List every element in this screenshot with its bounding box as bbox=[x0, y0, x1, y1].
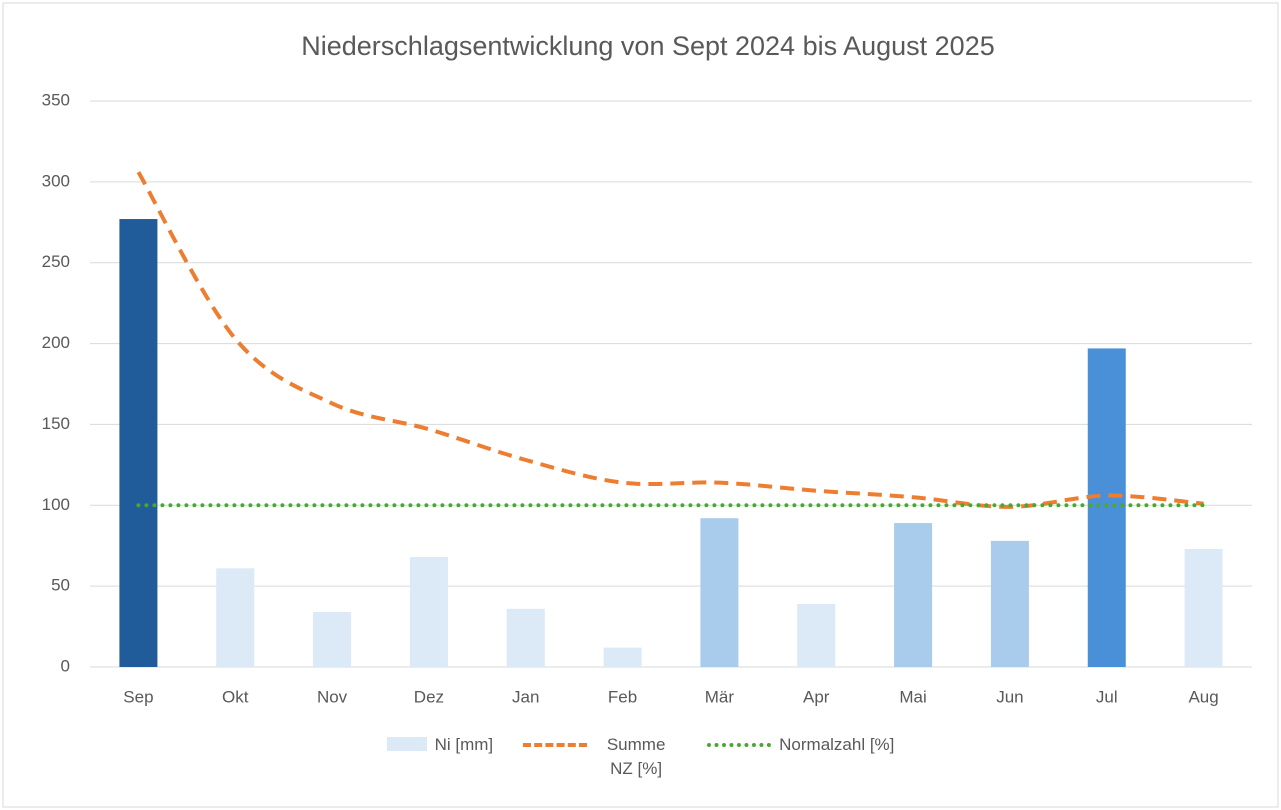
legend-swatch bbox=[707, 743, 772, 747]
bar bbox=[506, 608, 545, 667]
legend-label: Summe NZ [%] bbox=[606, 735, 666, 778]
x-tick-label: Okt bbox=[222, 687, 249, 706]
bar bbox=[700, 518, 739, 667]
bar bbox=[216, 568, 255, 667]
y-tick-label: 300 bbox=[42, 171, 70, 190]
legend-swatch bbox=[523, 743, 588, 747]
bar bbox=[313, 612, 352, 667]
legend-item: Normalzahl [%] bbox=[707, 733, 894, 781]
y-tick-label: 0 bbox=[61, 656, 70, 675]
bar bbox=[603, 647, 642, 667]
x-tick-label: Jan bbox=[512, 687, 539, 706]
legend-swatch bbox=[386, 737, 427, 751]
legend-label: Ni [mm] bbox=[434, 735, 494, 754]
bar bbox=[119, 219, 158, 667]
bar bbox=[990, 540, 1029, 667]
legend: Ni [mm] Summe NZ [%] Normalzahl [%] bbox=[0, 733, 1281, 781]
legend-item: Summe NZ [%] bbox=[523, 733, 677, 781]
y-tick-label: 150 bbox=[42, 414, 70, 433]
x-tick-label: Nov bbox=[317, 687, 348, 706]
y-tick-label: 50 bbox=[51, 576, 70, 595]
y-tick-label: 200 bbox=[42, 333, 70, 352]
bar bbox=[1087, 348, 1126, 667]
bar bbox=[409, 557, 448, 667]
x-tick-label: Mai bbox=[899, 687, 926, 706]
bar bbox=[894, 523, 933, 667]
bar bbox=[797, 603, 836, 667]
x-tick-label: Jun bbox=[996, 687, 1023, 706]
x-tick-label: Sep bbox=[123, 687, 153, 706]
x-tick-label: Jul bbox=[1096, 687, 1118, 706]
x-tick-label: Feb bbox=[608, 687, 637, 706]
legend-label: Normalzahl [%] bbox=[779, 735, 895, 754]
y-tick-label: 250 bbox=[42, 252, 70, 271]
legend-item: Ni [mm] bbox=[386, 733, 494, 781]
bar bbox=[1184, 548, 1223, 667]
y-tick-label: 350 bbox=[42, 90, 70, 109]
x-tick-label: Dez bbox=[414, 687, 444, 706]
chart-title: Niederschlagsentwicklung von Sept 2024 b… bbox=[301, 31, 994, 61]
y-tick-label: 100 bbox=[42, 495, 70, 514]
x-tick-label: Apr bbox=[803, 687, 830, 706]
x-tick-label: Mär bbox=[705, 687, 735, 706]
x-tick-label: Aug bbox=[1188, 687, 1218, 706]
